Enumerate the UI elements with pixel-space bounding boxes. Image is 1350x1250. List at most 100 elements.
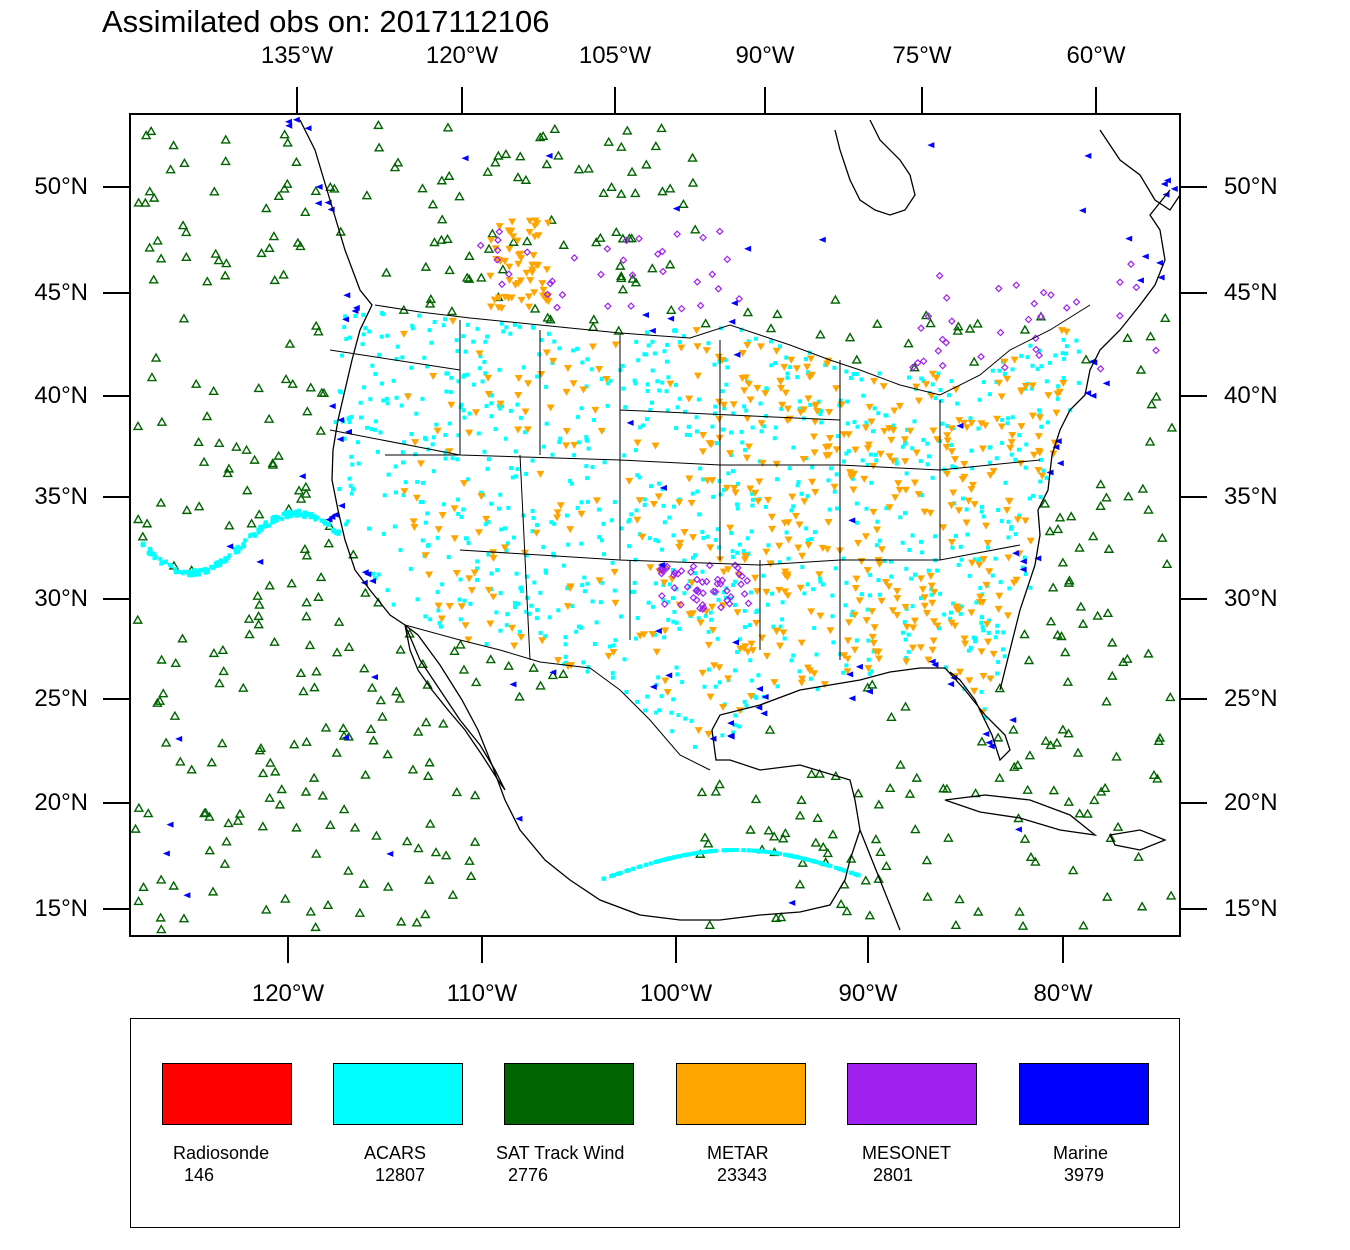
acars-obs [376,572,381,577]
acars-obs [894,461,899,466]
metar-obs [846,469,855,477]
metar-obs [514,391,523,399]
acars-obs [369,427,374,432]
sat-wind-obs [1039,498,1051,508]
acars-obs [868,452,873,457]
acars-obs [381,531,386,536]
acars-obs [953,465,958,470]
acars-obs [634,339,639,344]
metar-obs [595,365,604,373]
acars-obs [983,715,988,720]
sat-wind-obs [1157,532,1168,542]
metar-obs [832,385,841,393]
sat-wind-obs [778,833,789,843]
acars-obs [575,346,580,351]
sat-wind-obs [273,450,284,460]
sat-wind-obs [365,723,377,734]
acars-obs [789,508,794,513]
metar-obs [954,606,963,614]
acars-obs [599,538,604,543]
sat-wind-obs [158,688,169,698]
acars-obs [910,604,915,609]
metar-obs [928,370,937,378]
acars-obs [812,626,817,631]
sat-wind-obs [1146,399,1157,409]
metar-obs [693,372,702,380]
acars-obs [287,509,292,514]
sat-wind-obs [436,234,447,244]
acars-obs [632,378,637,383]
sat-wind-obs [133,896,144,906]
metar-obs [949,489,958,497]
acars-obs [898,515,903,520]
mesonet-obs [1000,363,1009,372]
metar-obs [740,387,749,395]
acars-obs [737,724,742,729]
acars-obs [1022,555,1027,560]
acars-obs [737,637,742,642]
sat-wind-obs [900,701,911,711]
metar-obs [781,588,790,596]
sat-wind-obs [992,732,1004,742]
acars-obs [513,449,518,454]
acars-obs [399,403,404,408]
acars-obs [1001,630,1006,635]
sat-wind-obs [156,924,167,934]
acars-obs [788,365,793,370]
metar-obs [553,509,562,517]
acars-obs [563,635,568,640]
marine-obs [1019,566,1027,573]
metar-obs [496,258,505,266]
acars-obs [618,614,623,619]
metar-obs [967,609,976,617]
marine-obs [342,734,350,741]
acars-obs [1039,457,1044,462]
marine-obs [1136,277,1144,284]
metar-obs [698,669,707,677]
acars-obs [918,596,923,601]
acars-obs [189,573,194,578]
sat-wind-obs [207,886,219,896]
metar-obs [747,640,756,648]
sat-wind-obs [1045,616,1057,626]
acars-obs [285,511,290,516]
mesonet-obs [717,603,725,612]
acars-obs [677,396,682,401]
acars-obs [690,491,695,496]
sat-wind-obs [750,793,762,804]
metar-obs [885,425,894,433]
marine-obs [1034,555,1042,562]
sat-wind-obs [320,722,332,732]
acars-obs [415,597,420,602]
acars-obs [420,538,425,543]
acars-obs [703,614,708,619]
metar-obs [508,624,517,632]
acars-obs [590,599,595,604]
acars-obs [769,339,774,344]
metar-obs [797,639,806,647]
acars-obs [820,582,825,587]
sat-wind-obs [186,764,197,774]
mesonet-obs [546,279,555,288]
metar-obs [885,453,894,461]
acars-obs [777,560,782,565]
acars-obs [741,549,746,554]
acars-obs [758,849,763,854]
mesonet-obs [738,572,746,581]
acars-obs [348,483,353,488]
sat-wind-obs [1048,785,1060,795]
acars-obs [760,849,765,854]
acars-obs [485,466,490,471]
acars-obs [785,371,790,376]
metar-obs [675,543,684,551]
acars-obs [701,477,706,482]
acars-obs [1035,367,1040,372]
sat-wind-obs [541,159,552,169]
metar-obs [928,599,937,607]
sat-wind-obs [301,550,313,560]
acars-obs [702,684,707,689]
acars-obs [742,699,747,704]
acars-obs [496,403,501,408]
acars-obs [718,492,723,497]
acars-obs [981,628,986,633]
